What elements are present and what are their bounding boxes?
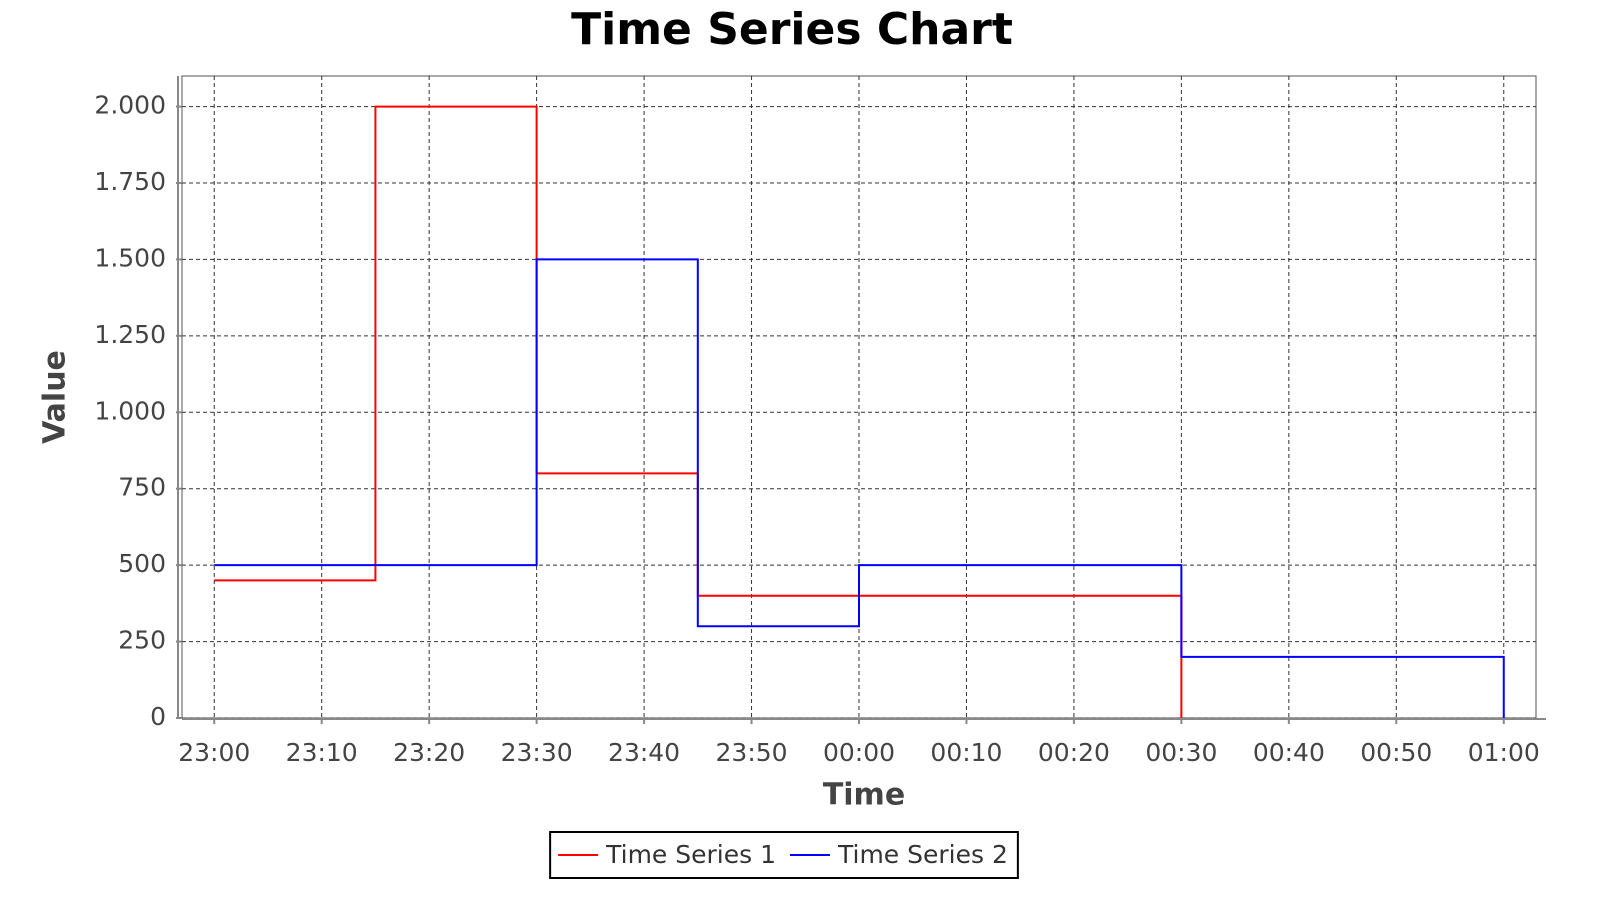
legend: Time Series 1 Time Series 2 (549, 831, 1019, 879)
y-tick-label: 1.000 (94, 396, 166, 425)
y-tick-label: 1.750 (94, 167, 166, 196)
y-tick-label: 1.500 (94, 243, 166, 272)
chart-title: Time Series Chart (571, 4, 1013, 55)
x-tick-label: 00:40 (1253, 738, 1325, 767)
x-tick-label: 23:10 (286, 738, 358, 767)
x-tick-label: 01:00 (1468, 738, 1540, 767)
y-tick-label: 750 (118, 473, 166, 502)
x-tick-label: 00:10 (930, 738, 1002, 767)
y-tick-label: 1.250 (94, 320, 166, 349)
x-tick-label: 23:00 (178, 738, 250, 767)
legend-box (549, 831, 1019, 879)
y-tick-label: 500 (118, 549, 166, 578)
legend-label: Time Series 1 (605, 840, 776, 869)
y-axis-label: Value (38, 350, 73, 444)
x-tick-label: 23:30 (501, 738, 573, 767)
y-tick-label: 250 (118, 626, 166, 655)
x-axis-label: Time (823, 778, 905, 813)
y-tick-label: 0 (150, 702, 166, 731)
x-tick-label: 00:30 (1145, 738, 1217, 767)
legend-label: Time Series 2 (837, 840, 1008, 869)
y-tick-label: 2.000 (94, 91, 166, 120)
x-tick-label: 00:20 (1038, 738, 1110, 767)
x-tick-label: 00:00 (823, 738, 895, 767)
x-tick-label: 00:50 (1360, 738, 1432, 767)
x-tick-label: 23:20 (393, 738, 465, 767)
x-tick-label: 23:40 (608, 738, 680, 767)
x-tick-label: 23:50 (716, 738, 788, 767)
series-line (214, 258, 1505, 718)
